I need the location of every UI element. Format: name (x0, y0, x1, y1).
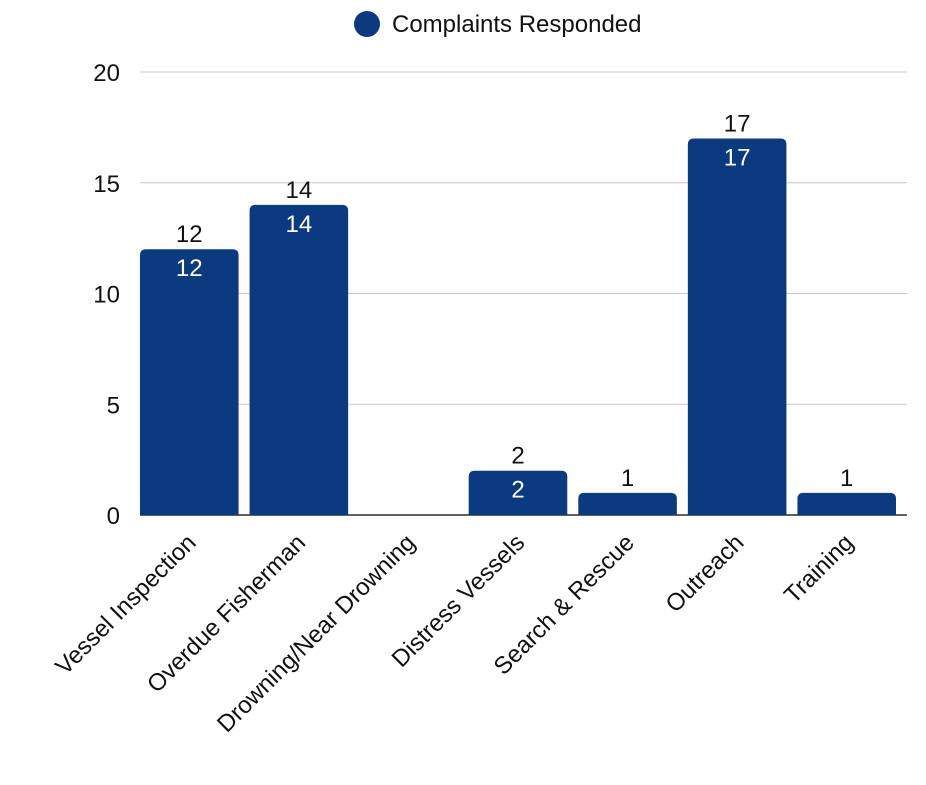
data-label: 17 (724, 110, 751, 137)
bar (797, 492, 896, 515)
x-tick-label: Outreach (660, 529, 749, 618)
data-label-inside: 17 (724, 144, 751, 171)
y-tick-label: 10 (93, 282, 120, 309)
data-labels: 12 12 14 14 2 2 1 17 17 1 (176, 110, 853, 503)
x-tick-label: Drowning/Near Drowning (212, 529, 421, 738)
data-label-inside: 14 (286, 211, 313, 238)
x-tick-label: Training (779, 529, 859, 609)
bar (249, 204, 349, 515)
y-tick-label: 15 (93, 171, 120, 198)
bar (687, 138, 787, 515)
legend-label: Complaints Responded (392, 11, 641, 38)
data-label: 14 (286, 177, 313, 204)
y-tick-label: 0 (107, 503, 120, 530)
legend: Complaints Responded (354, 11, 641, 38)
legend-marker (354, 11, 380, 37)
bar (140, 249, 239, 515)
data-label-inside: 2 (511, 477, 524, 504)
bar (468, 470, 568, 515)
data-label: 2 (511, 443, 524, 470)
data-label-inside: 12 (176, 255, 203, 282)
y-axis-ticks: 0 5 10 15 20 (93, 60, 120, 530)
data-label: 1 (840, 465, 853, 492)
data-label: 1 (621, 465, 634, 492)
y-tick-label: 5 (107, 392, 120, 419)
bars (140, 138, 896, 515)
bar (578, 492, 677, 515)
y-tick-label: 20 (93, 60, 120, 87)
data-label: 12 (176, 221, 203, 248)
